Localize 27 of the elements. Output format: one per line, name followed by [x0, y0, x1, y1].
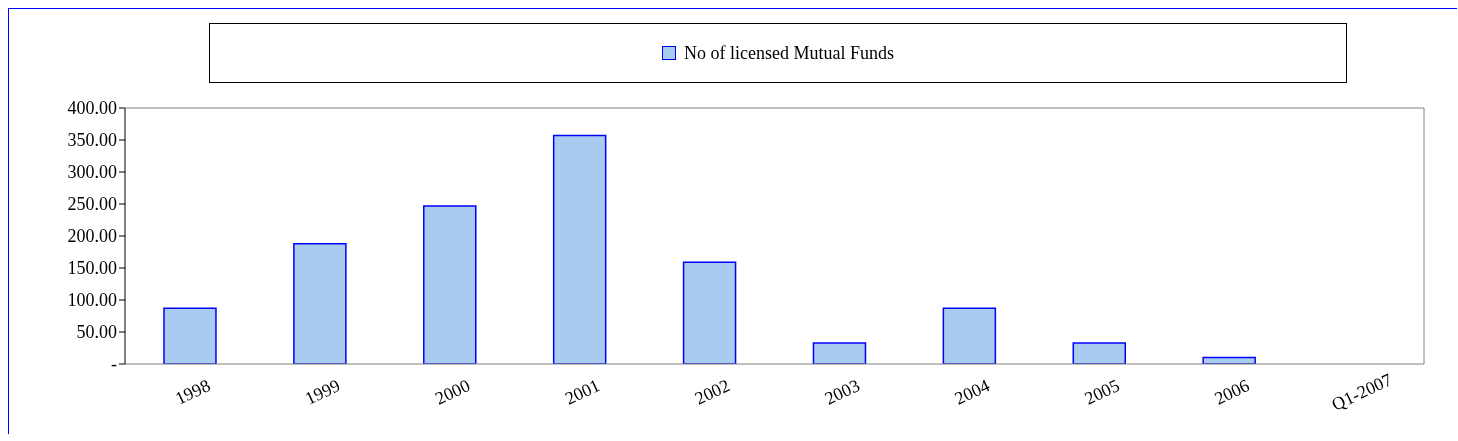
y-tick-label: 350.00 — [67, 130, 117, 151]
bar — [163, 307, 217, 364]
bar — [682, 261, 737, 364]
y-tick-label: 300.00 — [67, 162, 117, 183]
y-tick-label: 250.00 — [67, 194, 117, 215]
legend-label: No of licensed Mutual Funds — [684, 42, 894, 64]
y-tick-label: - — [111, 354, 117, 375]
x-tick-label: 2002 — [691, 375, 733, 409]
x-tick-label: 2006 — [1211, 375, 1253, 409]
y-tick-label: 150.00 — [67, 258, 117, 279]
bar — [812, 342, 867, 364]
x-tick-label: 2000 — [432, 375, 474, 409]
bar — [1072, 342, 1127, 364]
bar — [552, 134, 607, 364]
y-tick-label: 50.00 — [76, 322, 117, 343]
bar — [942, 307, 997, 364]
x-tick-label: 2003 — [821, 375, 863, 409]
x-tick-label: 1998 — [172, 375, 214, 409]
y-tick-label: 200.00 — [67, 226, 117, 247]
x-tick-label: 1999 — [302, 375, 344, 409]
bar — [423, 205, 477, 364]
x-tick-label: 2001 — [561, 375, 603, 409]
y-tick-label: 400.00 — [67, 98, 117, 119]
x-tick-label: 2005 — [1081, 375, 1123, 409]
y-tick-label: 100.00 — [67, 290, 117, 311]
bar — [293, 242, 347, 364]
x-tick-label: 2004 — [951, 375, 993, 409]
